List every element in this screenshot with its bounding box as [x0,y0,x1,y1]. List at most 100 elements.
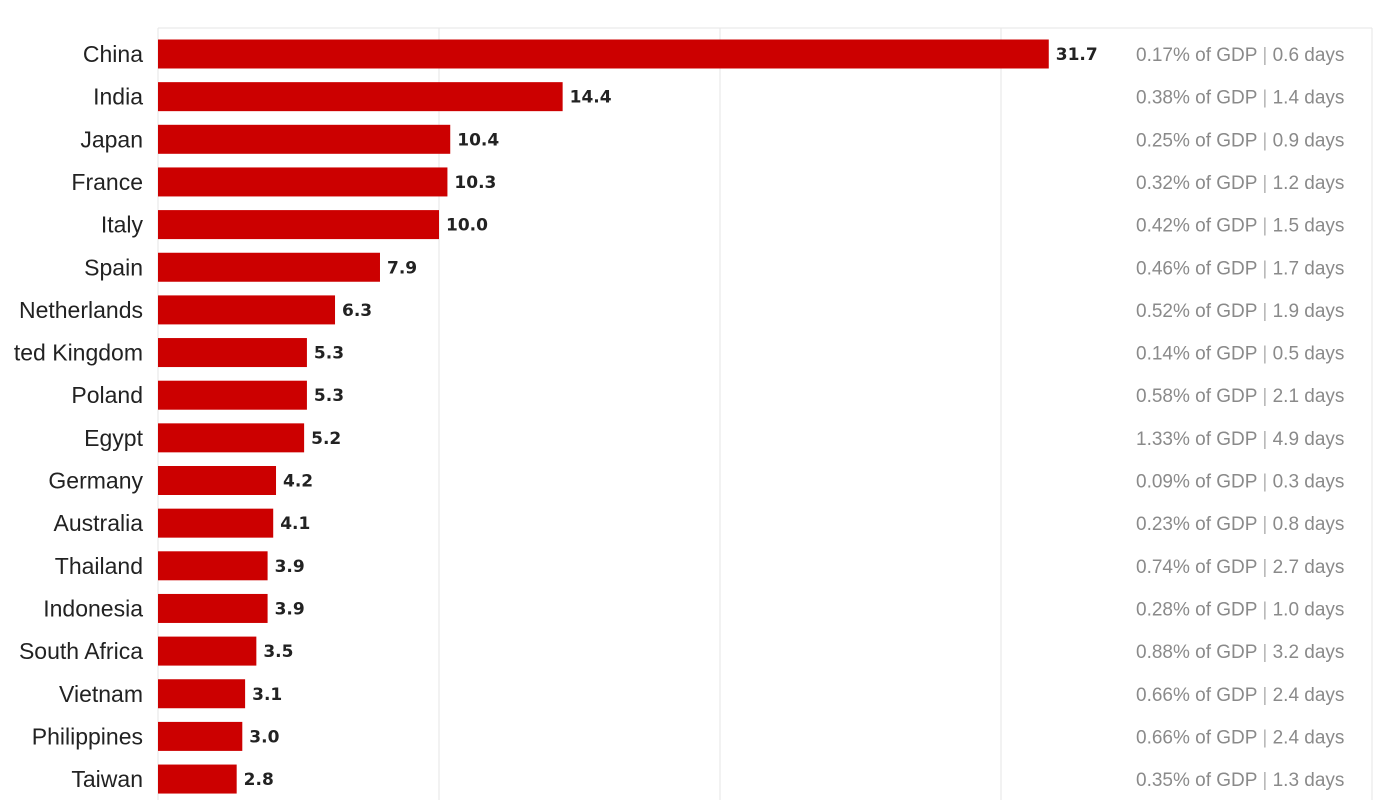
category-label: Taiwan [71,766,143,792]
days-text: 0.6 days [1273,45,1345,66]
category-label: Japan [80,126,143,152]
gdp-days-annotation: 0.09% of GDP | 0.3 days [1136,472,1344,493]
value-label: 10.3 [454,173,496,193]
gdp-days-annotation: 0.35% of GDP | 1.3 days [1136,770,1344,791]
category-label: Australia [54,510,144,536]
category-label: China [83,41,143,67]
days-text: 0.9 days [1273,130,1345,151]
separator-text: | [1262,45,1272,66]
category-label: Philippines [32,723,143,749]
value-label: 3.9 [275,557,305,577]
value-label: 14.4 [570,88,612,108]
bar-vietnam [158,679,246,709]
separator-text: | [1262,88,1272,109]
gdp-share-text: 0.46% of GDP [1136,258,1262,279]
separator-text: | [1262,472,1272,493]
category-label: Egypt [84,425,143,451]
value-label: 4.1 [280,514,310,534]
gdp-days-annotation: 0.74% of GDP | 2.7 days [1136,557,1344,578]
gdp-days-annotation: 0.58% of GDP | 2.1 days [1136,386,1344,407]
gdp-days-annotation: 0.14% of GDP | 0.5 days [1136,344,1344,365]
gdp-days-annotation: 0.66% of GDP | 2.4 days [1136,727,1344,748]
bar-australia [158,508,274,538]
category-label: India [93,84,143,110]
value-label: 3.1 [252,685,282,705]
separator-text: | [1262,301,1272,322]
gdp-days-annotation: 0.52% of GDP | 1.9 days [1136,301,1344,322]
gdp-share-text: 0.74% of GDP [1136,557,1262,578]
separator-text: | [1262,642,1272,663]
value-label: 7.9 [387,258,417,278]
separator-text: | [1262,386,1272,407]
value-label: 5.3 [314,344,344,364]
days-text: 1.3 days [1273,770,1345,791]
category-label: France [71,169,143,195]
value-label: 10.0 [446,216,488,236]
category-label: Indonesia [43,595,143,621]
bar-germany [158,466,277,495]
value-label: 3.0 [249,727,279,747]
bar-netherlands [158,295,336,325]
value-label: 6.3 [342,301,372,321]
gdp-share-text: 0.66% of GDP [1136,727,1262,748]
gdp-share-text: 0.23% of GDP [1136,514,1262,535]
gdp-share-text: 1.33% of GDP [1136,429,1262,450]
value-label: 3.5 [263,642,293,662]
bar-south-africa [158,636,257,666]
days-text: 1.7 days [1273,258,1345,279]
value-label: 5.3 [314,386,344,406]
gdp-days-annotation: 0.42% of GDP | 1.5 days [1136,216,1344,237]
bar-japan [158,124,451,154]
gdp-days-annotation: 0.17% of GDP | 0.6 days [1136,45,1344,66]
gdp-days-annotation: 0.46% of GDP | 1.7 days [1136,258,1344,279]
gdp-days-annotation: 0.28% of GDP | 1.0 days [1136,599,1344,620]
bar-italy [158,210,439,240]
value-label: 31.7 [1056,45,1098,65]
value-label: 4.2 [283,472,313,492]
days-text: 0.5 days [1273,344,1345,365]
gdp-days-annotation: 0.32% of GDP | 1.2 days [1136,173,1344,194]
separator-text: | [1262,173,1272,194]
separator-text: | [1262,599,1272,620]
gdp-share-text: 0.38% of GDP [1136,88,1262,109]
category-label: Vietnam [59,681,143,707]
gdp-share-text: 0.14% of GDP [1136,344,1262,365]
gdp-days-annotation: 0.38% of GDP | 1.4 days [1136,88,1344,109]
bar-egypt [158,423,305,453]
separator-text: | [1262,344,1272,365]
category-label: Italy [101,212,144,238]
bar-india [158,82,563,112]
bar-indonesia [158,593,268,623]
days-text: 1.4 days [1273,88,1345,109]
gdp-share-text: 0.32% of GDP [1136,173,1262,194]
gdp-share-text: 0.35% of GDP [1136,770,1262,791]
category-label: Netherlands [19,297,143,323]
days-text: 1.9 days [1273,301,1345,322]
gdp-share-text: 0.25% of GDP [1136,130,1262,151]
gdp-share-text: 0.58% of GDP [1136,386,1262,407]
category-label: Thailand [55,553,143,579]
gdp-days-annotation: 0.88% of GDP | 3.2 days [1136,642,1344,663]
days-text: 3.2 days [1273,642,1345,663]
days-text: 2.1 days [1273,386,1345,407]
category-label: South Africa [19,638,143,664]
separator-text: | [1262,258,1272,279]
bar-thailand [158,551,268,581]
value-label: 5.2 [311,429,341,449]
category-label: Germany [48,468,143,494]
category-label: ted Kingdom [14,340,143,366]
bar-france [158,167,448,197]
gdp-share-text: 0.52% of GDP [1136,301,1262,322]
gdp-share-text: 0.09% of GDP [1136,472,1262,493]
value-label: 3.9 [275,599,305,619]
days-text: 4.9 days [1273,429,1345,450]
gdp-share-text: 0.88% of GDP [1136,642,1262,663]
bar-poland [158,380,307,410]
days-text: 1.0 days [1273,599,1345,620]
bar-taiwan [158,764,237,794]
days-text: 1.2 days [1273,173,1345,194]
days-text: 0.8 days [1273,514,1345,535]
value-label: 2.8 [244,770,274,790]
category-label: Poland [71,382,143,408]
